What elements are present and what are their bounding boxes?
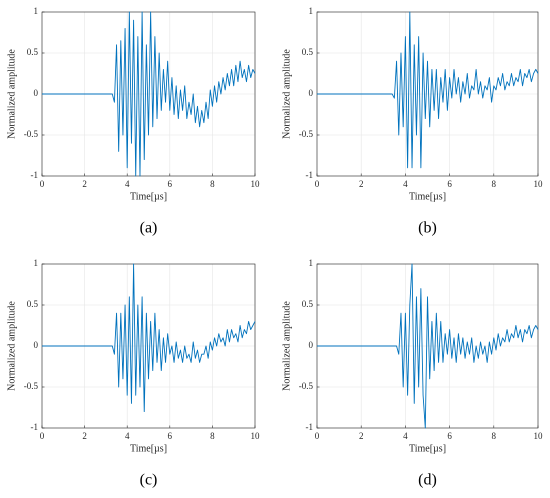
x-tick-label: 8	[210, 431, 215, 441]
x-tick-label: 0	[40, 179, 45, 189]
y-tick-label: 0.5	[302, 47, 314, 57]
x-tick-label: 2	[82, 179, 87, 189]
signal-line	[317, 11, 539, 169]
y-tick-label: 1	[309, 258, 314, 268]
x-tick-label: 4	[403, 179, 408, 189]
y-tick-label: 0	[309, 340, 314, 350]
x-tick-label: 8	[492, 431, 497, 441]
x-tick-label: 2	[359, 431, 364, 441]
y-tick-label: -1	[306, 422, 314, 432]
x-tick-label: 10	[251, 431, 261, 441]
y-axis-label: Normalized amplitude	[281, 301, 292, 391]
y-axis-label: Normalized amplitude	[6, 49, 17, 139]
y-tick-label: 0.5	[27, 299, 39, 309]
y-tick-label: 0.5	[27, 47, 39, 57]
x-tick-label: 4	[403, 431, 408, 441]
y-axis-label: Normalized amplitude	[281, 49, 292, 139]
y-tick-label: -1	[31, 170, 39, 180]
caption: (c)	[140, 472, 158, 489]
y-tick-label: 0	[34, 88, 39, 98]
y-tick-label: 1	[309, 6, 314, 16]
y-tick-label: -0.5	[299, 129, 314, 139]
y-tick-label: -1	[306, 170, 314, 180]
y-tick-label: 1	[34, 258, 39, 268]
x-axis-label: Time[µs]	[130, 443, 167, 454]
x-tick-label: 4	[125, 179, 130, 189]
x-tick-label: 8	[210, 179, 215, 189]
x-tick-label: 4	[125, 431, 130, 441]
signal-line	[317, 263, 539, 429]
x-tick-label: 10	[534, 179, 544, 189]
caption: (b)	[418, 220, 437, 237]
x-tick-label: 6	[447, 431, 452, 441]
y-tick-label: -0.5	[299, 381, 314, 391]
y-tick-label: -0.5	[24, 129, 39, 139]
y-tick-label: 1	[34, 6, 39, 16]
signal-line	[42, 263, 256, 413]
x-tick-label: 0	[40, 431, 45, 441]
signal-line	[42, 11, 256, 177]
caption: (d)	[418, 472, 437, 489]
y-tick-label: -1	[31, 422, 39, 432]
x-tick-label: 6	[168, 431, 173, 441]
x-tick-label: 0	[315, 179, 320, 189]
x-tick-label: 2	[82, 431, 87, 441]
x-tick-label: 8	[492, 179, 497, 189]
x-tick-label: 10	[251, 179, 261, 189]
x-tick-label: 6	[447, 179, 452, 189]
y-axis-label: Normalized amplitude	[6, 301, 17, 391]
x-tick-label: 2	[359, 179, 364, 189]
x-axis-label: Time[µs]	[130, 191, 167, 202]
y-tick-label: 0.5	[302, 299, 314, 309]
x-tick-label: 0	[315, 431, 320, 441]
x-tick-label: 10	[534, 431, 544, 441]
y-tick-label: -0.5	[24, 381, 39, 391]
y-tick-label: 0	[34, 340, 39, 350]
y-tick-label: 0	[309, 88, 314, 98]
x-axis-label: Time[µs]	[409, 191, 446, 202]
caption: (a)	[140, 220, 158, 237]
x-axis-label: Time[µs]	[409, 443, 446, 454]
x-tick-label: 6	[168, 179, 173, 189]
